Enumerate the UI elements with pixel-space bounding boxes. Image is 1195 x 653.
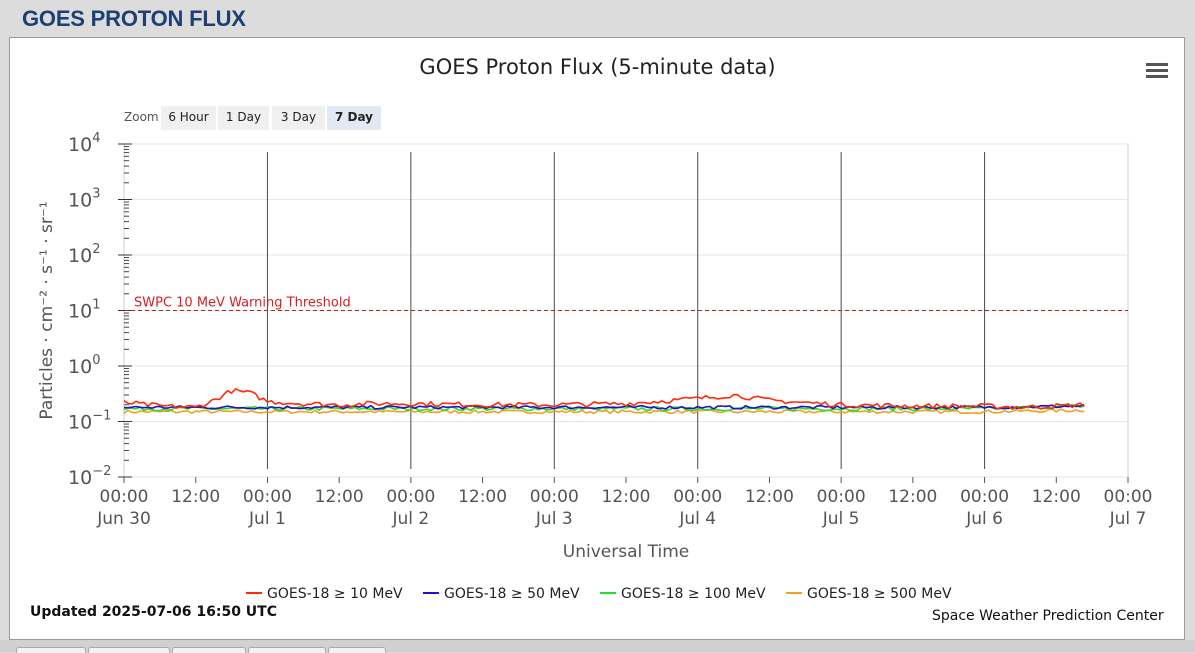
x-tick-time-label: 12:00 [171,487,220,507]
bottom-tab[interactable] [16,647,86,653]
y-tick-label: 101 [68,298,100,323]
zoom-label: Zoom [124,110,159,124]
x-tick-date-label: Jul 4 [678,509,716,529]
series-line-10mev [123,387,1085,410]
legend-item-500mev[interactable]: GOES-18 ≥ 500 MeV [786,586,952,602]
legend-label: GOES-18 ≥ 100 MeV [621,586,766,602]
y-tick-base: 10 [68,467,92,489]
zoom-6-hour-button[interactable]: 6 Hour [161,106,216,130]
y-tick-base: 10 [68,412,92,434]
x-tick-date-label: Jul 5 [822,509,860,529]
x-tick-time-label: 12:00 [745,487,794,507]
page-title: GOES PROTON FLUX [22,6,246,31]
y-axis-label: Particles · cm⁻² · s⁻¹ · sr⁻¹ [37,201,57,419]
y-tick-exponent: 0 [92,353,100,368]
series-line-500mev [123,408,1085,415]
hamburger-menu-icon[interactable] [1144,60,1170,82]
y-tick-exponent: 3 [92,187,100,202]
legend-swatch [423,592,439,594]
x-tick-date-label: Jul 2 [391,509,429,529]
y-tick-base: 10 [68,301,92,323]
x-tick-date-label: Jul 1 [248,509,286,529]
y-tick-exponent: 1 [92,298,100,313]
x-tick-date-label: Jul 7 [1109,509,1147,529]
y-tick-label: 103 [68,187,100,212]
bottom-tab[interactable] [328,647,386,653]
x-tick-time-label: 00:00 [243,487,292,507]
x-tick-time-label: 12:00 [1032,487,1081,507]
legend-item-50mev[interactable]: GOES-18 ≥ 50 MeV [423,586,580,602]
legend-label: GOES-18 ≥ 10 MeV [267,586,403,602]
y-tick-base: 10 [68,245,92,267]
x-tick-time-label: 00:00 [817,487,866,507]
legend-label: GOES-18 ≥ 50 MeV [444,586,580,602]
y-tick-label: 10−2 [68,464,111,489]
y-tick-base: 10 [68,190,92,212]
bottom-tab[interactable] [172,647,246,653]
x-tick-date-label: Jul 3 [535,509,573,529]
legend-swatch [246,592,262,594]
x-tick-time-label: 12:00 [315,487,364,507]
y-tick-exponent: 2 [92,242,100,257]
zoom-3-day-button[interactable]: 3 Day [272,106,325,130]
legend-item-100mev[interactable]: GOES-18 ≥ 100 MeV [600,586,766,602]
x-tick-date-label: Jul 6 [965,509,1003,529]
x-tick-time-label: 00:00 [673,487,722,507]
x-tick-date-label: Jun 30 [96,509,151,529]
updated-timestamp: Updated 2025-07-06 16:50 UTC [30,604,277,620]
chart-title: GOES Proton Flux (5-minute data) [419,55,776,79]
threshold-label: SWPC 10 MeV Warning Threshold [134,296,351,311]
y-tick-label: 102 [68,242,100,267]
y-tick-label: 100 [68,353,100,378]
zoom-1-day-button[interactable]: 1 Day [218,106,269,130]
bottom-tab[interactable] [248,647,326,653]
x-axis-label: Universal Time [563,542,689,562]
x-tick-time-label: 12:00 [602,487,651,507]
legend-item-10mev[interactable]: GOES-18 ≥ 10 MeV [246,586,403,602]
legend-swatch [600,592,616,594]
zoom-7-day-button[interactable]: 7 Day [327,106,381,130]
y-tick-base: 10 [68,134,92,156]
legend-swatch [786,592,802,594]
y-tick-exponent: −2 [92,464,111,479]
x-tick-time-label: 00:00 [100,487,149,507]
legend-label: GOES-18 ≥ 500 MeV [807,586,952,602]
x-tick-time-label: 12:00 [888,487,937,507]
y-tick-label: 104 [68,131,100,156]
x-tick-time-label: 00:00 [960,487,1009,507]
x-tick-time-label: 00:00 [1104,487,1153,507]
x-tick-time-label: 12:00 [458,487,507,507]
credit-text: Space Weather Prediction Center [932,608,1164,624]
y-tick-label: 10−1 [68,409,111,434]
y-tick-base: 10 [68,356,92,378]
page-header: GOES PROTON FLUX [0,0,1195,36]
x-tick-time-label: 00:00 [530,487,579,507]
bottom-tab[interactable] [88,647,170,653]
x-tick-time-label: 00:00 [386,487,435,507]
y-tick-exponent: −1 [92,409,111,424]
y-tick-exponent: 4 [92,131,100,146]
